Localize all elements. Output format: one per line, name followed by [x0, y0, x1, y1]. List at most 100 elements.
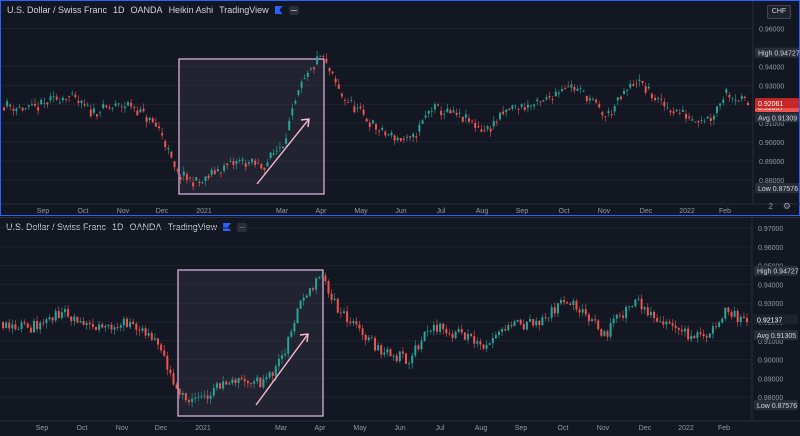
candle-body [226, 163, 229, 166]
candle-body [353, 106, 356, 113]
x-tick-label: Oct [558, 425, 569, 432]
candle-body [102, 103, 105, 109]
candle-body [740, 95, 743, 100]
y-tick-label: 0.88000 [758, 395, 783, 402]
candle-body [607, 111, 610, 113]
candle-body [312, 288, 314, 290]
bottom-price-chart[interactable]: 0.970000.960000.950000.940000.930000.920… [0, 218, 800, 436]
interval[interactable]: 1D [113, 5, 125, 15]
candle-body [96, 114, 98, 117]
candle-body [697, 120, 700, 123]
candle-body [691, 119, 694, 121]
candle-body [70, 316, 73, 322]
candle-body [451, 333, 454, 339]
candle-body [384, 131, 387, 136]
gear-icon[interactable]: ⚙ [782, 201, 791, 211]
candle-body [325, 58, 328, 63]
candle-body [178, 388, 181, 395]
candle-body [191, 398, 194, 403]
candle-body [89, 109, 92, 117]
candle-body [212, 387, 215, 396]
candle-body [184, 392, 187, 401]
candle-body [402, 138, 405, 140]
interval[interactable]: 1D [112, 222, 124, 232]
candle-body [37, 107, 40, 111]
candle-body [194, 397, 197, 399]
candle-body [443, 113, 446, 115]
candle-body [370, 337, 373, 339]
bottom-chart-panel[interactable]: U.S. Dollar / Swiss Franc 1D OANDA Tradi… [0, 217, 800, 435]
x-tick-label: Sep [515, 425, 528, 432]
candle-body [58, 102, 61, 104]
candle-body [86, 105, 89, 107]
collapse-icon[interactable] [237, 222, 248, 232]
candle-body [747, 102, 749, 106]
candle-body [724, 307, 727, 319]
candle-body [30, 104, 33, 106]
candle-body [575, 300, 578, 310]
candle-body [656, 317, 659, 322]
candle-body [49, 96, 52, 101]
candle-body [269, 152, 272, 158]
y-tick-label: 0.97000 [758, 226, 783, 233]
candle-body [377, 345, 380, 351]
candle-body [331, 71, 334, 74]
symbol-name[interactable]: U.S. Dollar / Swiss Franc [6, 222, 107, 232]
candle-body [43, 102, 46, 104]
candle-body [113, 327, 116, 330]
top-price-chart[interactable]: 0.960000.940000.930000.920000.910000.900… [1, 1, 800, 217]
candle-body [514, 105, 517, 107]
candle-body [564, 88, 567, 89]
candle-body [343, 311, 345, 314]
candle-body [545, 97, 548, 100]
flag-icon[interactable] [274, 6, 283, 14]
candle-body [60, 312, 63, 318]
candle-body [566, 302, 569, 304]
x-tick-label: Sep [516, 208, 529, 215]
candle-body [192, 182, 195, 187]
candle-body [746, 318, 748, 322]
y-tick-label: 0.94000 [758, 282, 783, 289]
candle-body [628, 306, 631, 308]
candle-body [395, 355, 398, 362]
y-tick-label: 0.88000 [759, 178, 784, 185]
candle-body [105, 105, 108, 108]
candle-body [122, 318, 125, 326]
candle-body [476, 341, 479, 344]
trend-arrow [256, 118, 310, 185]
top-chart-panel[interactable]: U.S. Dollar / Swiss Franc 1D OANDA Heiki… [0, 0, 800, 216]
candle-body [200, 396, 203, 398]
candle-body [539, 101, 542, 103]
candle-body [302, 297, 305, 301]
candle-body [684, 328, 686, 332]
candle-body [389, 349, 392, 357]
brand-name: TradingView [219, 5, 269, 15]
candle-body [612, 318, 615, 324]
candle-body [417, 345, 420, 350]
candle-body [145, 117, 148, 122]
collapse-icon[interactable] [288, 5, 299, 15]
currency-button[interactable]: CHF [767, 5, 791, 19]
candle-body [557, 92, 560, 94]
candle-body [523, 107, 526, 110]
candle-body [454, 331, 457, 339]
candle-body [622, 315, 624, 318]
x-tick-label: Jul [436, 425, 445, 432]
flag-icon[interactable] [223, 223, 232, 231]
candle-body [65, 99, 67, 100]
candle-body [120, 106, 123, 108]
candle-body [520, 104, 523, 107]
candle-body [3, 107, 5, 111]
candle-body [668, 321, 671, 324]
candle-body [647, 86, 650, 89]
candle-body [420, 340, 423, 350]
trend-arrow-head [299, 333, 309, 343]
x-tick-label: Sep [37, 208, 50, 215]
candle-body [561, 89, 563, 91]
high-price-label-bg [755, 47, 799, 58]
candle-body [52, 96, 55, 97]
candle-body [352, 321, 355, 324]
symbol-name[interactable]: U.S. Dollar / Swiss Franc [7, 5, 108, 15]
candle-body [390, 132, 393, 136]
candle-body [485, 344, 488, 349]
